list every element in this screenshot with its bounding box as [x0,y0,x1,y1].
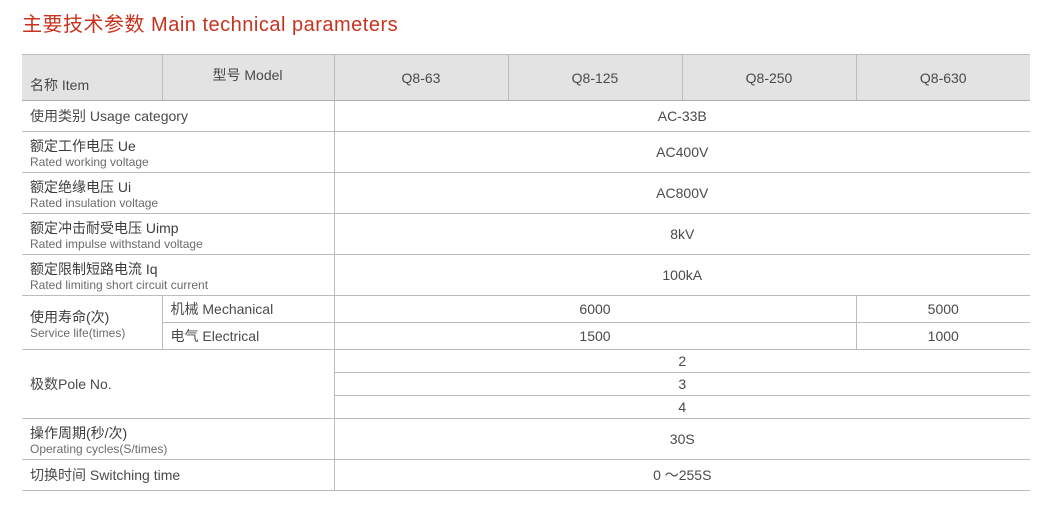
uimp-value: 8kV [334,214,1030,255]
pole-value-0: 2 [334,350,1030,373]
table-row: 额定冲击耐受电压 Uimp Rated impulse withstand vo… [22,214,1030,255]
uimp-main: 额定冲击耐受电压 Uimp [30,218,326,238]
pole-value-2: 4 [334,396,1030,419]
ui-label: 额定绝缘电压 Ui Rated insulation voltage [22,173,334,214]
usage-value: AC-33B [334,101,1030,132]
table-row: 切换时间 Switching time 0 ～255S [22,460,1030,491]
iq-label: 额定限制短路电流 Iq Rated limiting short circuit… [22,255,334,296]
ue-value: AC400V [334,132,1030,173]
table-row: 使用寿命(次) Service life(times) 机械 Mechanica… [22,296,1030,323]
op-cycles-value: 30S [334,419,1030,460]
table-row: 额定工作电压 Ue Rated working voltage AC400V [22,132,1030,173]
pole-value-1: 3 [334,373,1030,396]
oc-sub: Operating cycles(S/times) [30,442,326,456]
sl-main: 使用寿命(次) [30,307,154,327]
hdr-item: 名称 Item [22,55,162,101]
usage-label: 使用类别 Usage category [22,101,334,132]
oc-main: 操作周期(秒/次) [30,423,326,443]
hdr-m3: Q8-630 [856,55,1030,101]
iq-main: 额定限制短路电流 Iq [30,259,326,279]
ui-value: AC800V [334,173,1030,214]
mechanical-left: 6000 [334,296,856,323]
electrical-label: 电气 Electrical [162,323,334,350]
mechanical-label: 机械 Mechanical [162,296,334,323]
uimp-sub: Rated impulse withstand voltage [30,237,326,251]
iq-value: 100kA [334,255,1030,296]
hdr-m2: Q8-250 [682,55,856,101]
table-row: 额定限制短路电流 Iq Rated limiting short circuit… [22,255,1030,296]
mechanical-right: 5000 [856,296,1030,323]
ue-sub: Rated working voltage [30,155,326,169]
switching-value: 0 ～255S [334,460,1030,491]
ue-main: 额定工作电压 Ue [30,136,326,156]
pole-no-label: 极数Pole No. [22,350,334,419]
ui-sub: Rated insulation voltage [30,196,326,210]
table-row: 额定绝缘电压 Ui Rated insulation voltage AC800… [22,173,1030,214]
table-row: 操作周期(秒/次) Operating cycles(S/times) 30S [22,419,1030,460]
uimp-label: 额定冲击耐受电压 Uimp Rated impulse withstand vo… [22,214,334,255]
switching-label: 切换时间 Switching time [22,460,334,491]
electrical-left: 1500 [334,323,856,350]
table-row: 使用类别 Usage category AC-33B [22,101,1030,132]
hdr-m1: Q8-125 [508,55,682,101]
hdr-model: 型号 Model [162,55,334,101]
hdr-m0: Q8-63 [334,55,508,101]
table-row: 电气 Electrical 1500 1000 [22,323,1030,350]
sl-sub: Service life(times) [30,326,154,340]
op-cycles-label: 操作周期(秒/次) Operating cycles(S/times) [22,419,334,460]
table-row: 极数Pole No. 2 [22,350,1030,373]
page-title: 主要技术参数 Main technical parameters [22,8,1030,37]
service-life-label: 使用寿命(次) Service life(times) [22,296,162,350]
iq-sub: Rated limiting short circuit current [30,278,326,292]
spec-table: 名称 Item 型号 Model Q8-63 Q8-125 Q8-250 Q8-… [22,54,1030,491]
ui-main: 额定绝缘电压 Ui [30,177,326,197]
electrical-right: 1000 [856,323,1030,350]
table-header: 名称 Item 型号 Model Q8-63 Q8-125 Q8-250 Q8-… [22,55,1030,101]
ue-label: 额定工作电压 Ue Rated working voltage [22,132,334,173]
